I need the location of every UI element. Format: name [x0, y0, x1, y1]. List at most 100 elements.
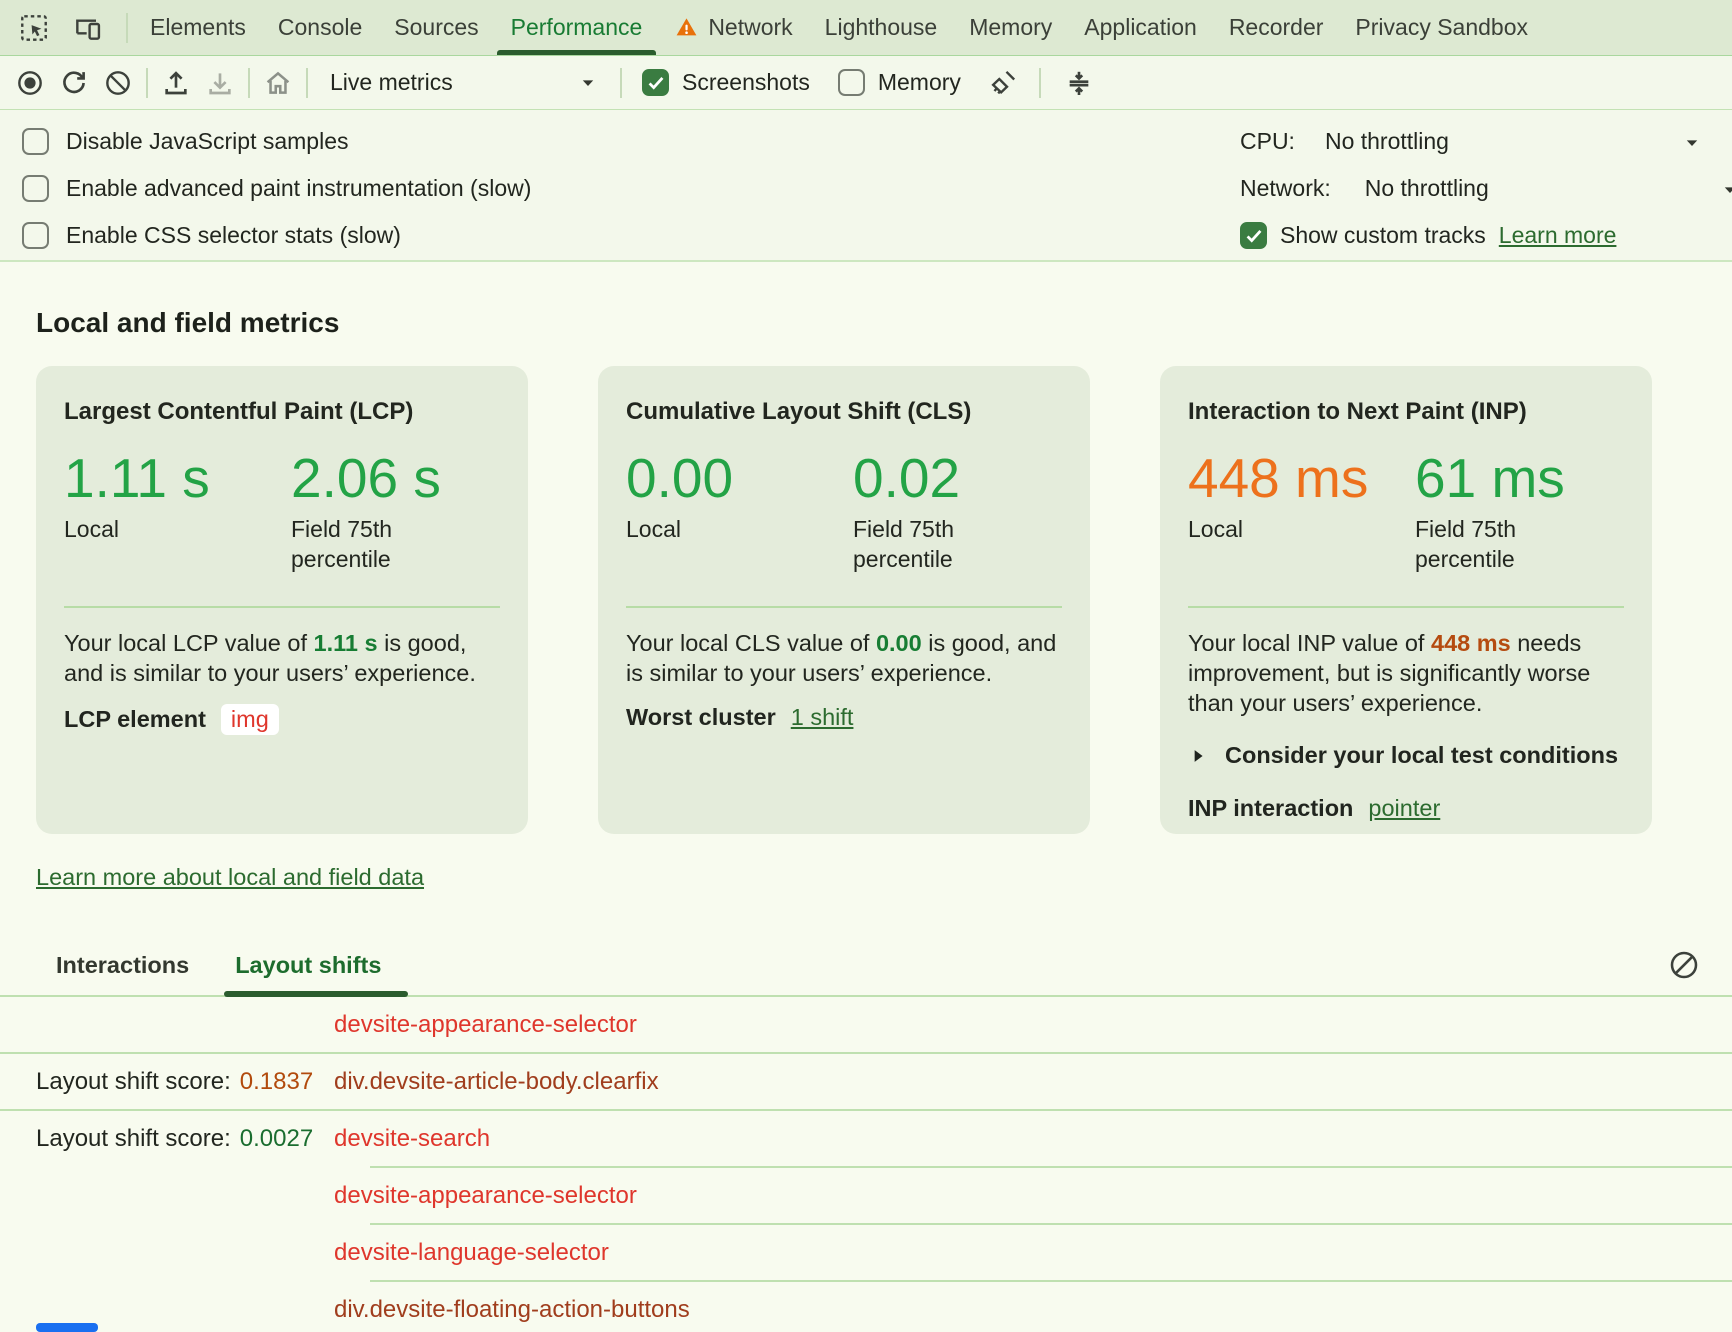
tab-layout-shifts[interactable]: Layout shifts — [235, 951, 382, 978]
toolbar-separator — [146, 67, 148, 98]
warning-icon — [674, 15, 699, 40]
field-value: 61 ms — [1415, 447, 1565, 509]
inspect-element-icon[interactable] — [12, 6, 56, 50]
reload-record-button[interactable] — [52, 61, 96, 105]
shift-element-link[interactable]: devsite-appearance-selector — [334, 1181, 637, 1209]
tab-console[interactable]: Console — [277, 14, 363, 40]
custom-tracks-learn-more-link[interactable]: Learn more — [1498, 222, 1617, 248]
local-value-block: 0.00 Local — [626, 448, 853, 574]
field-value: 2.06 s — [291, 447, 441, 509]
toolbar-separator — [248, 67, 250, 98]
local-value: 448 ms — [1188, 447, 1369, 509]
tabbar-icons — [0, 0, 120, 55]
tab-privacy-sandbox[interactable]: Privacy Sandbox — [1355, 14, 1529, 40]
field-value-block: 0.02 Field 75th percentile — [853, 448, 1062, 574]
shift-element-link[interactable]: devsite-search — [334, 1124, 491, 1152]
field-value: 0.02 — [853, 447, 961, 509]
checkbox-unchecked-icon — [22, 128, 49, 155]
tab-lighthouse[interactable]: Lighthouse — [824, 14, 938, 40]
home-icon[interactable] — [256, 61, 300, 105]
metric-cards: Largest Contentful Paint (LCP) 1.11 s Lo… — [36, 366, 1696, 834]
tabbar-separator — [126, 12, 128, 43]
row-separator — [0, 1109, 1732, 1111]
card-title: Largest Contentful Paint (LCP) — [64, 398, 414, 425]
clear-recording-icon[interactable] — [96, 61, 140, 105]
logs-tab-strip: Interactions Layout shifts — [0, 935, 1732, 997]
advanced-paint-checkbox[interactable]: Enable advanced paint instrumentation (s… — [22, 165, 1732, 212]
collapse-tracks-icon[interactable] — [1057, 61, 1101, 105]
garbage-collect-broom-icon[interactable] — [981, 61, 1025, 105]
shift-score-value: 0.1837 — [239, 1067, 314, 1095]
show-custom-tracks-checkbox[interactable]: Show custom tracks Learn more — [1240, 212, 1732, 259]
tab-recorder[interactable]: Recorder — [1228, 14, 1324, 40]
chevron-down-icon — [576, 71, 600, 95]
layout-shift-row: devsite-appearance-selector — [0, 997, 1732, 1052]
active-tab-underline — [496, 50, 657, 55]
active-tab-underline — [224, 991, 408, 997]
css-selector-stats-checkbox[interactable]: Enable CSS selector stats (slow) — [22, 212, 1732, 259]
layout-shifts-table: devsite-appearance-selector Layout shift… — [0, 997, 1732, 1328]
shift-element-link[interactable]: div.devsite-article-body.clearfix — [334, 1067, 659, 1095]
screenshots-checkbox[interactable]: Screenshots — [628, 69, 824, 96]
devtools-tabbar: Elements Console Sources Performance Net… — [0, 0, 1732, 56]
card-divider — [1188, 606, 1624, 608]
device-toolbar-icon[interactable] — [66, 6, 110, 50]
row-separator — [370, 1223, 1732, 1225]
scrollbar-thumb[interactable] — [36, 1323, 98, 1332]
record-button[interactable] — [8, 61, 52, 105]
row-separator — [0, 1052, 1732, 1054]
tab-application[interactable]: Application — [1084, 14, 1197, 40]
field-value-block: 61 ms Field 75th percentile — [1415, 448, 1624, 574]
cpu-throttling-select[interactable]: CPU: No throttling — [1240, 118, 1732, 165]
network-throttling-select[interactable]: Network: No throttling — [1240, 165, 1732, 212]
tab-sources[interactable]: Sources — [394, 14, 479, 40]
worst-cluster-link[interactable]: 1 shift — [790, 704, 854, 730]
checkbox-unchecked-icon — [22, 175, 49, 202]
lcp-element-label: LCP element — [64, 706, 206, 732]
chevron-down-icon — [1718, 178, 1732, 208]
metric-card-inp: Interaction to Next Paint (INP) 448 ms L… — [1160, 366, 1652, 834]
shift-score-label: Layout shift score: — [36, 1067, 231, 1095]
checkbox-checked-icon — [642, 69, 669, 96]
local-value-block: 1.11 s Local — [64, 448, 291, 574]
metric-description: Your local CLS value of 0.00 is good, an… — [626, 630, 1057, 686]
layout-shift-row: Layout shift score: 0.0027 devsite-search — [0, 1111, 1732, 1166]
local-value-block: 448 ms Local — [1188, 448, 1415, 574]
tab-network[interactable]: Network — [658, 0, 808, 55]
shift-element-link[interactable]: div.devsite-floating-action-buttons — [334, 1295, 690, 1323]
card-divider — [64, 606, 500, 608]
panel-mode-select[interactable]: Live metrics — [314, 69, 614, 96]
field-data-learn-more-link[interactable]: Learn more about local and field data — [36, 864, 425, 890]
row-separator — [370, 1280, 1732, 1282]
clear-log-icon[interactable] — [1666, 947, 1702, 989]
shift-element-link[interactable]: devsite-language-selector — [334, 1238, 609, 1266]
toolbar-separator — [620, 67, 622, 98]
download-profile-icon[interactable] — [198, 61, 242, 105]
shift-score-value: 0.0027 — [239, 1124, 314, 1152]
shift-element-link[interactable]: devsite-appearance-selector — [334, 1010, 637, 1038]
metric-card-lcp: Largest Contentful Paint (LCP) 1.11 s Lo… — [36, 366, 528, 834]
checkbox-unchecked-icon — [22, 222, 49, 249]
toolbar-separator — [1038, 67, 1041, 98]
memory-checkbox[interactable]: Memory — [824, 69, 975, 96]
layout-shift-row: div.devsite-floating-action-buttons — [0, 1282, 1732, 1328]
worst-cluster-label: Worst cluster — [626, 704, 776, 730]
layout-shift-row: devsite-appearance-selector — [0, 1168, 1732, 1223]
tab-memory[interactable]: Memory — [969, 14, 1053, 40]
row-separator — [370, 1166, 1732, 1168]
local-test-conditions-disclosure[interactable]: Consider your local test conditions — [1188, 742, 1624, 769]
layout-shift-row: devsite-language-selector — [0, 1225, 1732, 1280]
tab-elements[interactable]: Elements — [150, 14, 246, 40]
upload-profile-icon[interactable] — [154, 61, 198, 105]
lcp-element-tag-badge[interactable]: img — [220, 704, 279, 735]
disable-js-samples-checkbox[interactable]: Disable JavaScript samples — [22, 118, 1732, 165]
card-divider — [626, 606, 1062, 608]
tab-interactions[interactable]: Interactions — [56, 951, 190, 978]
layout-shift-row: Layout shift score: 0.1837 div.devsite-ar… — [0, 1054, 1732, 1109]
inp-interaction-link[interactable]: pointer — [1368, 795, 1441, 821]
inp-interaction-label: INP interaction — [1188, 795, 1354, 821]
tab-performance[interactable]: Performance — [495, 0, 659, 55]
throttling-settings: CPU: No throttling Network: No throttlin… — [1240, 118, 1732, 259]
metric-card-cls: Cumulative Layout Shift (CLS) 0.00 Local… — [598, 366, 1090, 834]
